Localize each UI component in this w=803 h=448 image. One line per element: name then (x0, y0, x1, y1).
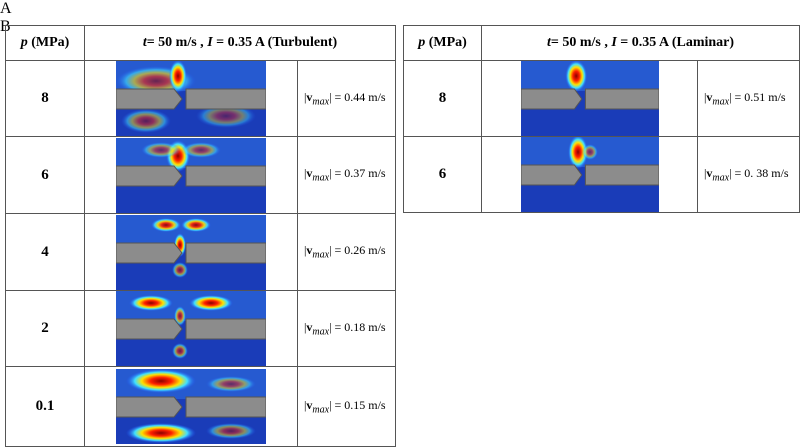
header-row: p (MPa) t= 50 m/s , I = 0.35 A (Laminar) (403, 25, 800, 61)
vmax-cell: |vmax| = 0. 38 m/s (697, 136, 800, 213)
pressure: 6 (5, 136, 85, 214)
vmax-value: = 0.18 m/s (331, 319, 386, 334)
condition-part: = 0.35 A (Laminar) (616, 35, 735, 50)
vmax-open: | (304, 319, 307, 334)
vmax-value: = 0.44 m/s (331, 89, 386, 104)
data-row: 2 |vmax| = 0.18 m/s (5, 290, 396, 367)
condition-part: t (546, 35, 551, 50)
condition-header: t= 50 m/s , I = 0.35 A (Turbulent) (84, 25, 396, 61)
data-row: 4 |vmax| = 0.26 m/s (5, 213, 396, 291)
vmax-value: = 0.26 m/s (331, 243, 386, 258)
condition-part: = 50 m/s , (550, 35, 612, 50)
condition-part: = 50 m/s , (146, 35, 208, 50)
pressure: 8 (5, 60, 85, 137)
condition-part: I (611, 35, 617, 50)
vmax-cell: |vmax| = 0.15 m/s (297, 366, 396, 447)
vmax-value: = 0. 38 m/s (731, 165, 789, 180)
condition-part: t (142, 35, 147, 50)
vmax-sub: max (312, 404, 330, 416)
vmax-symbol: v (306, 319, 313, 334)
vmax-close: | (329, 166, 332, 181)
p-unit: (MPa) (425, 35, 467, 50)
flow-field (116, 369, 266, 444)
pressure: 4 (5, 213, 85, 291)
vmax-open: | (304, 89, 307, 104)
vmax-cell: |vmax| = 0.51 m/s (697, 60, 800, 137)
image-cell (84, 136, 298, 214)
vmax-close: | (329, 89, 332, 104)
vmax-value: = 0.15 m/s (331, 397, 386, 412)
vmax-sub: max (312, 249, 330, 261)
vmax-open: | (304, 243, 307, 258)
vmax-value: = 0.51 m/s (731, 89, 786, 104)
vmax-open: | (704, 165, 707, 180)
vmax-symbol: v (306, 243, 313, 258)
pressure: 0.1 (5, 366, 85, 447)
vmax-symbol: v (706, 89, 713, 104)
p-header: p (MPa) (5, 25, 85, 61)
pressure: 8 (403, 60, 482, 137)
data-row: 8 |vmax| = 0.51 m/s (403, 60, 800, 137)
result-table: p (MPa) t= 50 m/s , I = 0.35 A (Turbulent… (5, 25, 396, 447)
flow-field (116, 137, 266, 213)
vmax-cell: |vmax| = 0.26 m/s (297, 213, 396, 291)
result-table: p (MPa) t= 50 m/s , I = 0.35 A (Laminar) 8… (403, 25, 800, 213)
vmax-cell: |vmax| = 0.18 m/s (297, 290, 396, 367)
vmax-sub: max (312, 96, 330, 108)
vmax-symbol: v (306, 166, 313, 181)
image-cell (84, 366, 298, 447)
vmax-close: | (329, 397, 332, 412)
panel-letter: A (0, 0, 12, 17)
condition-header: t= 50 m/s , I = 0.35 A (Laminar) (481, 25, 800, 61)
p-symbol: p (20, 35, 28, 50)
data-row: 8 |vmax| = 0.44 m/s (5, 60, 396, 137)
vmax-cell: |vmax| = 0.44 m/s (297, 60, 396, 137)
flow-field (116, 291, 266, 366)
image-cell (481, 60, 698, 137)
flow-field (520, 61, 659, 136)
pressure: 6 (403, 136, 482, 213)
pressure: 2 (5, 290, 85, 367)
p-symbol: p (418, 35, 426, 50)
vmax-sub: max (312, 172, 330, 184)
vmax-close: | (329, 243, 332, 258)
vmax-sub: max (312, 326, 330, 338)
vmax-symbol: v (706, 165, 713, 180)
flow-field (116, 61, 266, 136)
image-cell (84, 213, 298, 291)
vmax-open: | (304, 166, 307, 181)
p-header: p (MPa) (403, 25, 482, 61)
vmax-value: = 0.37 m/s (331, 166, 386, 181)
image-cell (481, 136, 698, 213)
vmax-symbol: v (306, 89, 313, 104)
data-row: 0.1 |vmax| = 0.15 m/s (5, 366, 396, 447)
image-cell (84, 290, 298, 367)
vmax-close: | (729, 89, 732, 104)
data-row: 6 |vmax| = 0. 38 m/s (403, 136, 800, 213)
vmax-sub: max (712, 172, 730, 184)
vmax-cell: |vmax| = 0.37 m/s (297, 136, 396, 214)
data-row: 6 |vmax| = 0.37 m/s (5, 136, 396, 214)
condition-part: = 0.35 A (Turbulent) (212, 35, 338, 50)
vmax-open: | (304, 397, 307, 412)
condition-part: I (207, 35, 213, 50)
vmax-symbol: v (306, 397, 313, 412)
vmax-sub: max (712, 96, 730, 108)
vmax-close: | (729, 165, 732, 180)
header-row: p (MPa) t= 50 m/s , I = 0.35 A (Turbulent… (5, 25, 396, 61)
flow-field (116, 214, 266, 290)
p-unit: (MPa) (27, 35, 70, 50)
image-cell (84, 60, 298, 137)
flow-field (520, 137, 659, 212)
vmax-close: | (329, 319, 332, 334)
vmax-open: | (704, 89, 707, 104)
